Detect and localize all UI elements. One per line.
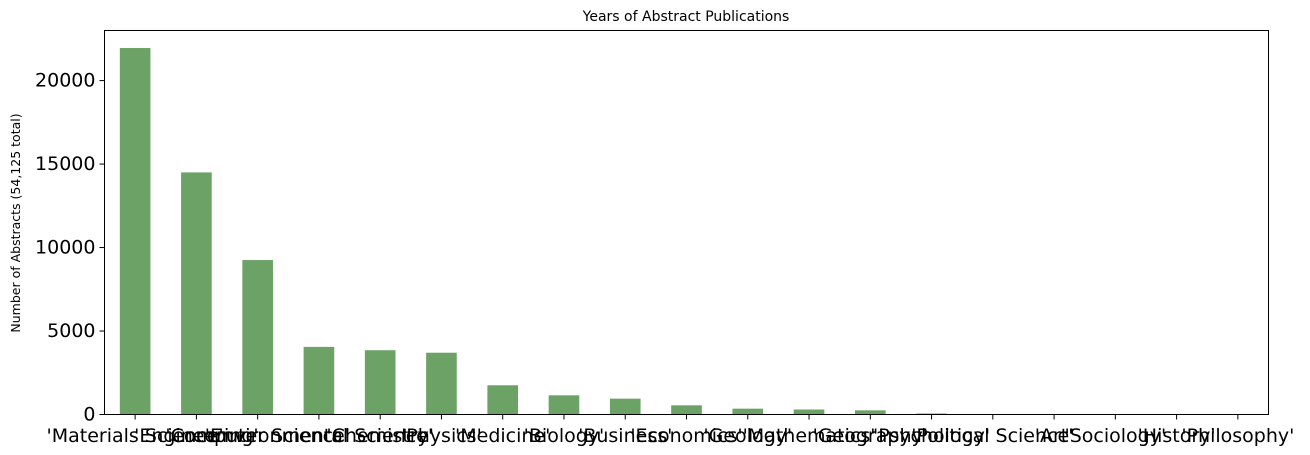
x-tick-label: 'Psychology'	[873, 425, 990, 447]
y-tick-label: 20000	[35, 70, 95, 92]
x-tick-label: 'Business'	[578, 425, 672, 447]
bar	[732, 408, 764, 415]
y-tick-label: 5000	[47, 320, 95, 342]
x-tick-label: 'History'	[1138, 425, 1216, 447]
bar	[119, 48, 151, 415]
bar	[609, 398, 641, 415]
y-tick-label: 10000	[35, 237, 95, 259]
x-tick-label: 'Mathematics'	[743, 425, 876, 447]
x-tick-label: 'Political Science'	[911, 425, 1074, 447]
plot-area-frame	[104, 30, 1269, 415]
x-tick-label: 'Sociology'	[1064, 425, 1166, 447]
bar	[364, 350, 396, 415]
chart-title: Years of Abstract Publications	[582, 9, 790, 25]
x-tick-label: 'Economics'	[630, 425, 742, 447]
bar	[854, 410, 886, 415]
y-ticks-group: 0 5000 10000 15000 20000	[35, 70, 105, 426]
y-tick-label: 15000	[35, 153, 95, 175]
x-tick-label: 'Geology'	[703, 425, 792, 447]
x-tick-label: 'Computer Science'	[165, 425, 350, 447]
bars-group	[119, 48, 1254, 415]
bar	[426, 352, 457, 415]
bar	[181, 172, 212, 415]
x-tick-label: 'Philosophy'	[1181, 425, 1294, 447]
bar	[671, 405, 702, 415]
y-axis-label: Number of Abstracts (54,125 total)	[8, 113, 23, 332]
x-tick-label: 'Biology'	[524, 425, 605, 447]
x-ticks-group: 'Materials Science''Engineering''Compute…	[47, 414, 1294, 447]
x-tick-label: 'Physics'	[401, 425, 482, 447]
x-tick-label: 'Chemistry'	[326, 425, 434, 447]
x-tick-label: 'Art'	[1035, 425, 1074, 447]
bar	[548, 395, 580, 415]
x-tick-label: 'Materials Science'	[47, 425, 224, 447]
x-tick-label: 'Environmental Science'	[205, 425, 433, 447]
bar	[916, 413, 947, 415]
x-tick-label: 'Engineering'	[134, 425, 258, 447]
y-tick-label: 0	[83, 404, 95, 426]
bar	[487, 385, 519, 415]
bar	[303, 346, 335, 415]
bar	[242, 260, 273, 415]
bar	[793, 409, 825, 415]
x-tick-label: 'Geography'	[813, 425, 928, 447]
x-tick-label: 'Medicine'	[455, 425, 550, 447]
